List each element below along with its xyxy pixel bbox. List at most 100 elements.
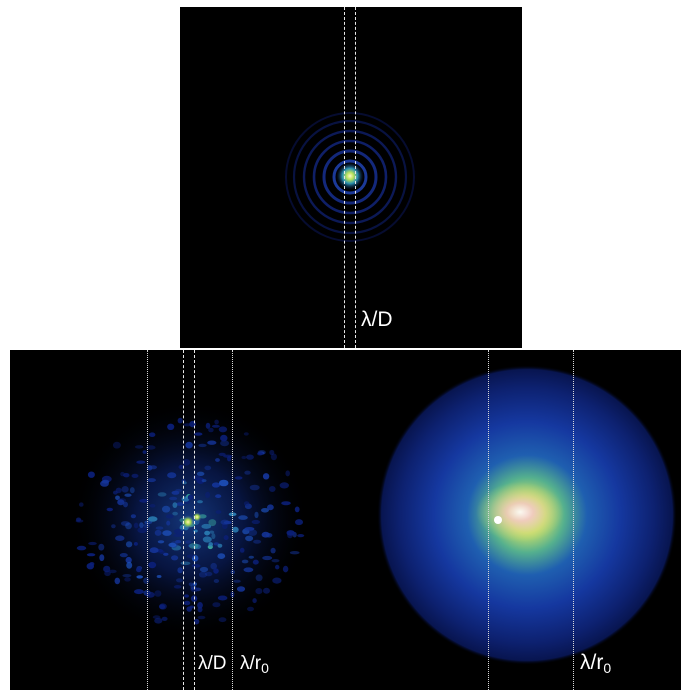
speckle	[254, 511, 259, 519]
speckle	[155, 526, 164, 530]
speckle	[125, 522, 132, 530]
seeing-guide-right	[232, 350, 233, 690]
speckle	[194, 432, 203, 436]
speckle	[289, 551, 300, 555]
speckle	[271, 559, 280, 563]
speckle	[282, 565, 289, 573]
seeing-guide-right	[573, 350, 574, 690]
speckle	[297, 534, 305, 538]
speckle	[211, 482, 221, 488]
speckle	[251, 519, 260, 525]
speckle	[207, 440, 217, 445]
speckle	[197, 606, 203, 613]
speckle	[220, 434, 228, 442]
speckle	[139, 498, 149, 503]
speckle	[125, 541, 133, 548]
speckle-pattern-panel: λ/D λ/r0	[10, 350, 372, 690]
speckle	[267, 504, 274, 511]
speckle	[100, 480, 109, 487]
speckle	[193, 618, 200, 625]
speckle	[139, 522, 144, 528]
speckle-bright-spot	[181, 515, 195, 529]
speckle	[183, 423, 192, 427]
speckle	[148, 561, 157, 569]
speckle	[197, 500, 203, 504]
speckle	[98, 543, 105, 551]
speckle	[168, 542, 177, 548]
speckle	[185, 441, 193, 449]
speckle	[149, 547, 159, 554]
speckle	[131, 473, 139, 478]
speckle	[261, 531, 270, 538]
speckle	[205, 491, 211, 498]
speckle	[269, 486, 276, 492]
speckle	[205, 422, 211, 429]
speckle	[269, 449, 275, 456]
speckle	[149, 465, 158, 470]
speckle	[186, 554, 195, 559]
speckle	[208, 427, 214, 433]
speckle	[215, 458, 220, 462]
speckle	[246, 454, 254, 460]
speckle	[161, 616, 168, 621]
speckle	[210, 562, 217, 570]
speckle	[149, 504, 156, 508]
speckle	[234, 476, 243, 480]
speckle	[145, 591, 155, 598]
speckle	[244, 470, 251, 475]
speckle	[171, 555, 179, 561]
speckle	[144, 520, 153, 525]
speckle	[204, 571, 213, 577]
speckle	[295, 519, 303, 526]
diffraction-guide-right	[355, 7, 356, 348]
speckle	[87, 471, 95, 478]
speckle	[197, 602, 203, 609]
airy-rings	[285, 112, 415, 242]
speckle	[252, 559, 259, 565]
speckle	[86, 553, 96, 557]
speckle	[223, 454, 233, 458]
speckle	[124, 493, 132, 497]
speckle	[156, 575, 162, 578]
speckle	[175, 488, 183, 493]
speckle	[111, 524, 116, 529]
speckle	[233, 579, 241, 583]
speckle	[171, 490, 180, 495]
speckle	[173, 585, 182, 589]
speckle	[191, 564, 201, 568]
speckle	[137, 527, 148, 534]
diffraction-guide-left	[183, 350, 184, 690]
speckle	[108, 569, 117, 574]
speckle	[162, 530, 172, 536]
speckle	[115, 535, 125, 541]
speckle	[213, 568, 219, 574]
speckle	[174, 528, 184, 535]
speckle	[177, 567, 183, 574]
airy-core	[336, 162, 364, 190]
speckle	[248, 555, 254, 559]
speckle	[212, 602, 221, 608]
speckle	[175, 502, 185, 506]
speckle	[208, 542, 213, 547]
speckle	[154, 529, 162, 536]
speckle	[286, 530, 295, 536]
speckle	[169, 496, 178, 501]
speckle	[281, 501, 291, 506]
speckle	[125, 556, 132, 564]
speckle	[243, 501, 250, 506]
speckle	[166, 520, 171, 526]
speckle	[130, 514, 136, 519]
speckle	[129, 487, 135, 494]
speckle	[209, 530, 215, 534]
speckle	[189, 605, 195, 609]
seeing-disk-panel: λ/r0	[372, 350, 681, 690]
seeing-peak	[494, 516, 502, 524]
speckle	[188, 543, 199, 549]
speckle	[106, 507, 114, 512]
speckle	[172, 511, 178, 516]
speckle	[136, 575, 143, 579]
speckle	[120, 521, 130, 526]
speckle	[248, 529, 258, 536]
speckle	[270, 453, 277, 461]
speckle	[112, 441, 121, 449]
